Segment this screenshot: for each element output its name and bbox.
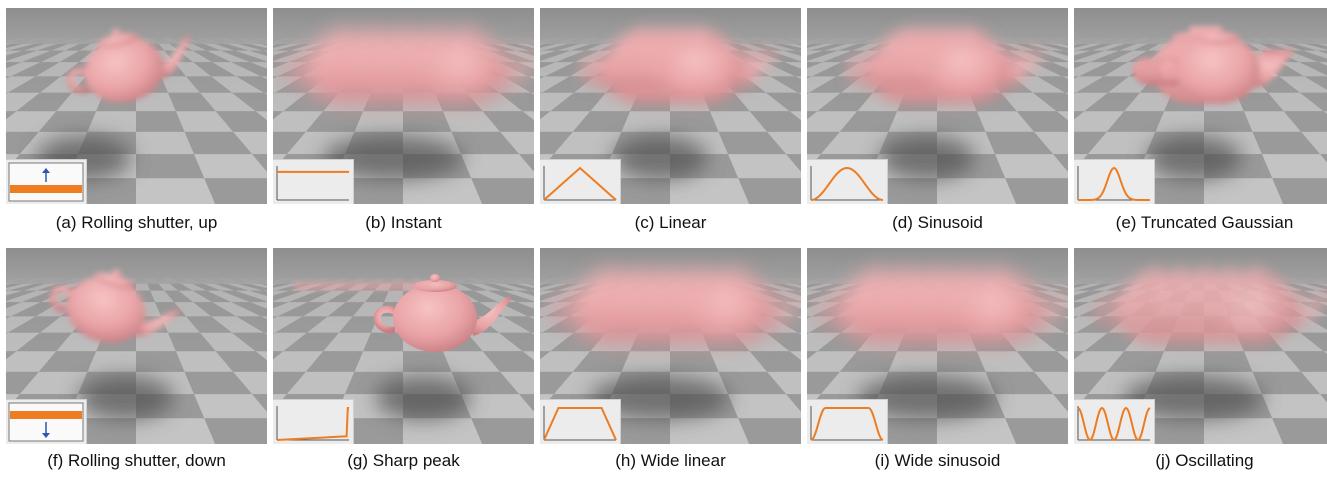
teapot-scene-i [807,248,1068,444]
caption-i: (i) Wide sinusoid [874,451,1001,470]
shutter-curve-inset-f [6,399,87,444]
shutter-curve-inset-b [273,159,354,204]
caption-f: (f) Rolling shutter, down [47,451,226,470]
render-f [6,248,267,444]
caption-b: (b) Instant [365,213,442,232]
render-h [540,248,801,444]
panel-f: (f) Rolling shutter, down [6,248,267,486]
panel-a: (a) Rolling shutter, up [6,8,267,248]
panel-d: (d) Sinusoid [807,8,1068,248]
render-c [540,8,801,204]
teapot-scene-g [273,248,534,444]
shutter-curve-inset-i [807,399,888,444]
panel-h: (h) Wide linear [540,248,801,486]
caption-g: (g) Sharp peak [347,451,460,470]
shutter-curve-inset-a [6,159,87,204]
caption-h: (h) Wide linear [615,451,726,470]
teapot-scene-f [6,248,267,444]
render-i [807,248,1068,444]
panel-g: (g) Sharp peak [273,248,534,486]
panel-c: (c) Linear [540,8,801,248]
shutter-curve-inset-h [540,399,621,444]
render-b [273,8,534,204]
shutter-curve-inset-j [1074,399,1155,444]
panel-i: (i) Wide sinusoid [807,248,1068,486]
caption-e: (e) Truncated Gaussian [1115,213,1294,232]
panel-b: (b) Instant [273,8,534,248]
render-e [1074,8,1327,204]
teapot-scene-a [6,8,267,204]
figure-grid: (a) Rolling shutter, up [6,8,1327,486]
shutter-curve-inset-c [540,159,621,204]
render-j [1074,248,1327,444]
shutter-curve-inset-d [807,159,888,204]
render-g [273,248,534,444]
panel-j: (j) Oscillating [1074,248,1327,486]
render-a [6,8,267,204]
caption-j: (j) Oscillating [1155,451,1254,470]
shutter-curve-inset-g [273,399,354,444]
caption-d: (d) Sinusoid [892,213,983,232]
render-d [807,8,1068,204]
caption-a: (a) Rolling shutter, up [55,213,218,232]
caption-c: (c) Linear [634,213,707,232]
shutter-curve-inset-e [1074,159,1155,204]
teapot-scene-e [1074,8,1327,204]
panel-e: (e) Truncated Gaussian [1074,8,1327,248]
